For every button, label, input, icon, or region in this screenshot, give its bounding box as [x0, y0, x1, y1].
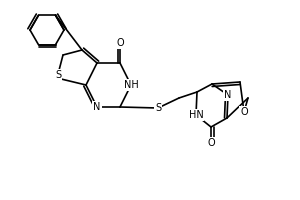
Text: N: N: [93, 102, 101, 112]
Text: S: S: [155, 103, 161, 113]
Text: O: O: [207, 138, 215, 148]
Text: O: O: [116, 38, 124, 48]
Text: HN: HN: [189, 110, 203, 120]
Text: NH: NH: [124, 80, 138, 90]
Text: S: S: [55, 70, 61, 80]
Text: N: N: [224, 90, 232, 100]
Text: O: O: [240, 107, 248, 117]
